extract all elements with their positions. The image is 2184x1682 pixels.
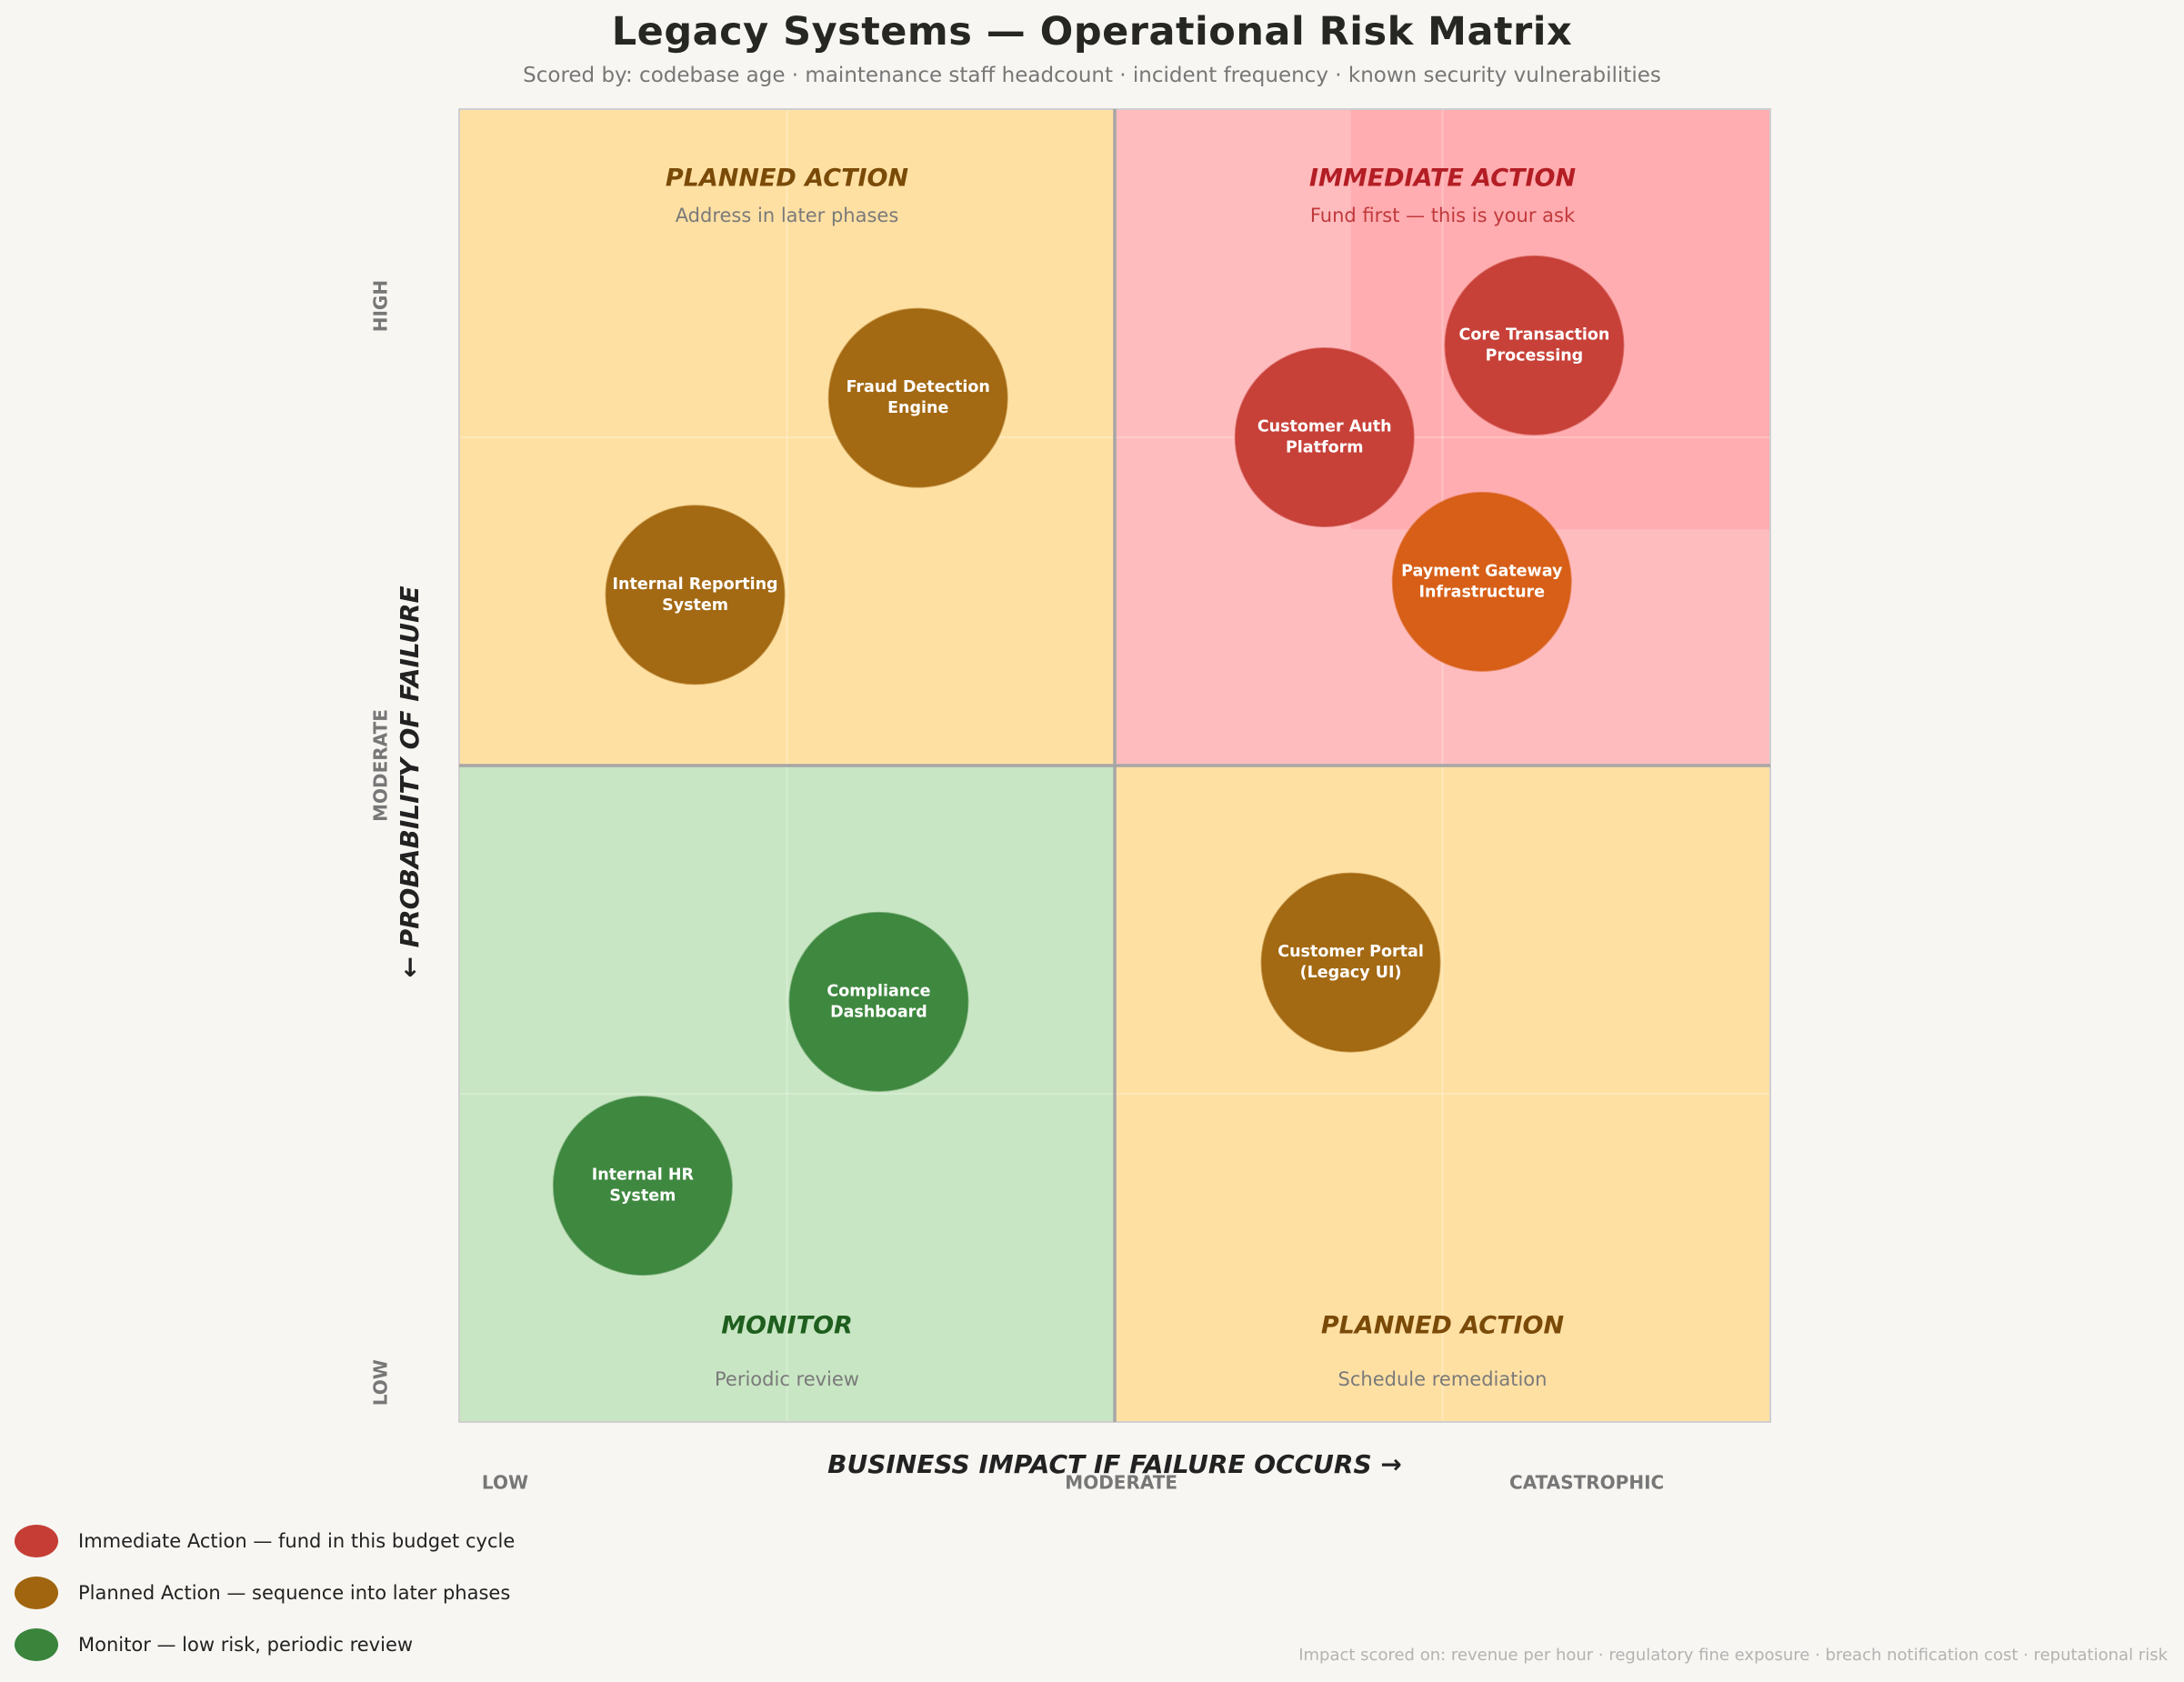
legend-swatch-monitor [15, 1627, 58, 1661]
system-label: Engine [887, 399, 948, 417]
system-label: System [609, 1187, 676, 1206]
quadrant-bottom-right [1115, 766, 1770, 1422]
x-tick-label: CATASTROPHIC [1509, 1472, 1664, 1494]
legend-swatch-immediate [15, 1524, 58, 1557]
system-point [605, 505, 786, 686]
system-label: Dashboard [830, 1003, 927, 1021]
system-label: Core Transaction [1459, 325, 1610, 344]
quadrant-title-bottom-right: PLANNED ACTION [1321, 1312, 1565, 1340]
quadrant-title-bottom-left: MONITOR [721, 1312, 853, 1340]
x-tick-label: MODERATE [1065, 1472, 1177, 1494]
quadrant-subtitle-bottom-left: Periodic review [715, 1368, 859, 1390]
system-label: Processing [1486, 346, 1584, 365]
system-label: System [662, 596, 728, 615]
quadrant-subtitle-bottom-right: Schedule remediation [1338, 1368, 1548, 1390]
system-point [827, 307, 1008, 488]
system-point [552, 1096, 733, 1277]
x-tick-label: LOW [482, 1472, 528, 1494]
system-point [1444, 255, 1625, 436]
quadrant-bottom-left [459, 766, 1115, 1422]
system-label: Internal Reporting [613, 576, 778, 594]
system-point [1234, 347, 1415, 527]
quadrant-title-top-left: PLANNED ACTION [666, 165, 909, 193]
chart-title: Legacy Systems — Operational Risk Matrix [611, 9, 1573, 55]
y-tick-label: LOW [370, 1359, 392, 1406]
chart-subtitle: Scored by: codebase age · maintenance st… [523, 64, 1661, 87]
legend-label-immediate: Immediate Action — fund in this budget c… [78, 1529, 516, 1552]
y-tick-label: HIGH [370, 280, 392, 332]
system-label: Payment Gateway [1401, 562, 1563, 580]
system-point [1391, 491, 1572, 672]
footnote: Impact scored on: revenue per hour · reg… [1298, 1646, 2168, 1665]
y-axis-label: ← PROBABILITY OF FAILURE [395, 586, 425, 977]
y-tick-label: MODERATE [370, 709, 392, 822]
legend-item-monitor: Monitor — low risk, periodic review [15, 1618, 515, 1670]
legend-item-planned: Planned Action — sequence into later pha… [15, 1567, 515, 1618]
quadrant-top-left [459, 109, 1115, 766]
x-axis-label: BUSINESS IMPACT IF FAILURE OCCURS → [827, 1449, 1402, 1479]
quadrant-title-top-right: IMMEDIATE ACTION [1309, 165, 1577, 193]
quadrant-subtitle-top-left: Address in later phases [676, 205, 899, 226]
legend: Immediate Action — fund in this budget c… [15, 1515, 515, 1670]
system-label: Compliance [827, 982, 930, 1000]
legend-label-planned: Planned Action — sequence into later pha… [78, 1581, 511, 1604]
system-label: Customer Portal [1277, 943, 1424, 961]
legend-label-monitor: Monitor — low risk, periodic review [78, 1633, 414, 1656]
system-label: Customer Auth [1257, 418, 1392, 436]
system-point [788, 911, 969, 1092]
legend-item-immediate: Immediate Action — fund in this budget c… [15, 1515, 515, 1567]
system-label: Infrastructure [1418, 583, 1545, 601]
system-label: Platform [1286, 439, 1364, 457]
legend-swatch-planned [15, 1576, 58, 1609]
quadrant-subtitle-top-right: Fund first — this is your ask [1310, 205, 1576, 226]
system-label: (Legacy UI) [1300, 964, 1402, 982]
system-label: Fraud Detection [847, 378, 990, 396]
system-label: Internal HR [592, 1166, 695, 1185]
system-point [1260, 872, 1441, 1053]
